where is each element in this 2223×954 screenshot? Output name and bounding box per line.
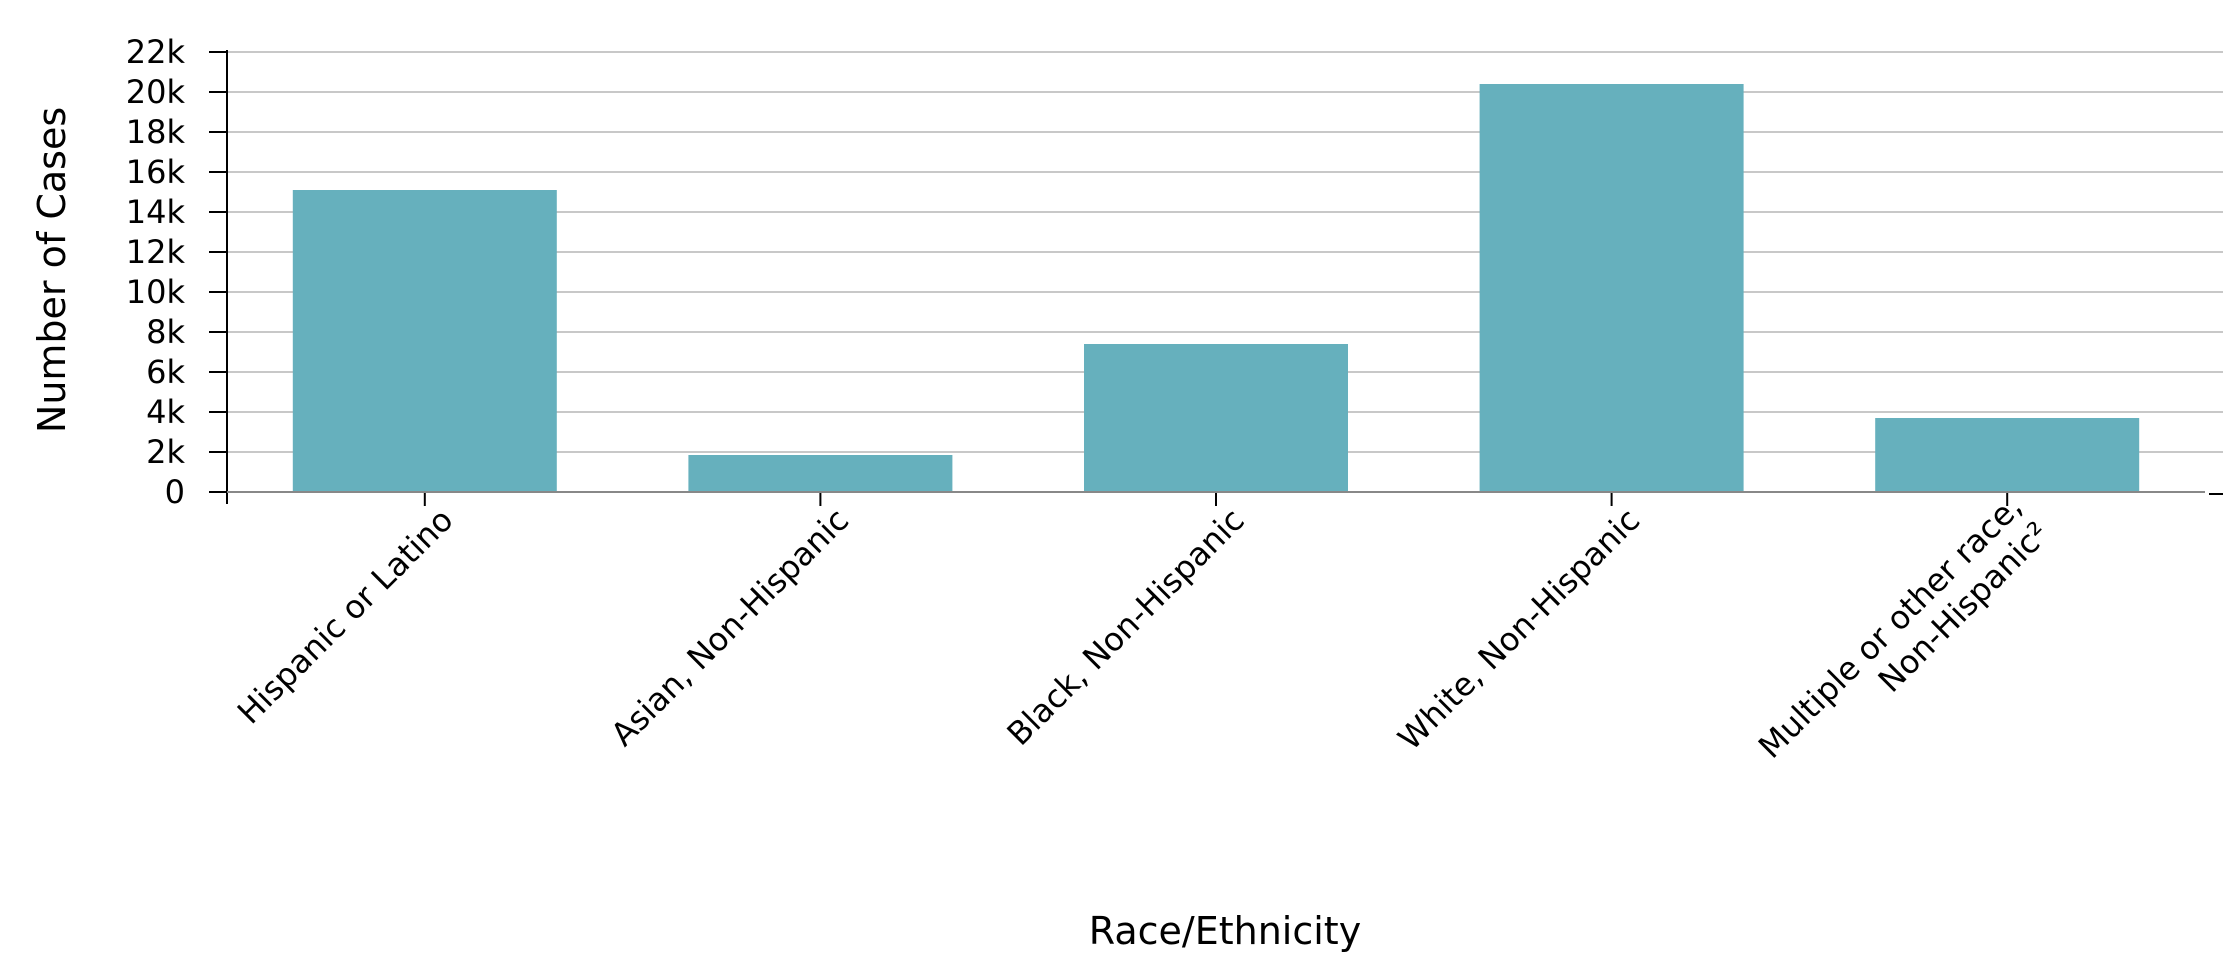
x-axis-title: Race/Ethnicity (1089, 909, 1361, 953)
bar (1479, 84, 1744, 492)
x-tick-label: Black, Non-Hispanic (1000, 501, 1252, 753)
x-tick-label-group: White, Non-Hispanic (1391, 501, 1648, 758)
x-tick-label: White, Non-Hispanic (1391, 501, 1648, 758)
x-tick-labels: Hispanic or Latino Asian, Non-Hispanic Bla… (230, 487, 2056, 765)
bars (292, 84, 2140, 506)
y-tick-label: 18k (126, 113, 186, 151)
y-tick-label: 22k (126, 33, 186, 71)
y-tick-label: 12k (126, 233, 186, 271)
x-tick-label-group: Black, Non-Hispanic (1000, 501, 1252, 753)
x-tick-label: Hispanic or Latino (230, 501, 461, 732)
axes (226, 50, 2223, 504)
x-tick-label-group: Asian, Non-Hispanic (603, 501, 856, 754)
y-tick-label: 2k (146, 433, 185, 471)
y-tick-label: 16k (126, 153, 186, 191)
bar (1875, 418, 2140, 492)
y-tick-label: 10k (126, 273, 186, 311)
x-tick-label-group: Hispanic or Latino (230, 501, 461, 732)
y-axis-title: Number of Cases (30, 107, 74, 433)
bar (1084, 344, 1348, 492)
y-tick-label: 4k (146, 393, 185, 431)
y-tick-label: 0 (165, 473, 185, 511)
y-tick-label: 8k (146, 313, 185, 351)
x-tick-label-group: Multiple or other race,Non-Hispanic² (1751, 487, 2056, 765)
x-tick-label: Asian, Non-Hispanic (603, 501, 856, 754)
bar (292, 190, 557, 492)
y-tick-label: 20k (126, 73, 186, 111)
bar (688, 455, 953, 492)
y-tick-label: 14k (126, 193, 186, 231)
y-tick-label: 6k (146, 353, 185, 391)
x-tick-label: Multiple or other race, (1751, 487, 2029, 765)
